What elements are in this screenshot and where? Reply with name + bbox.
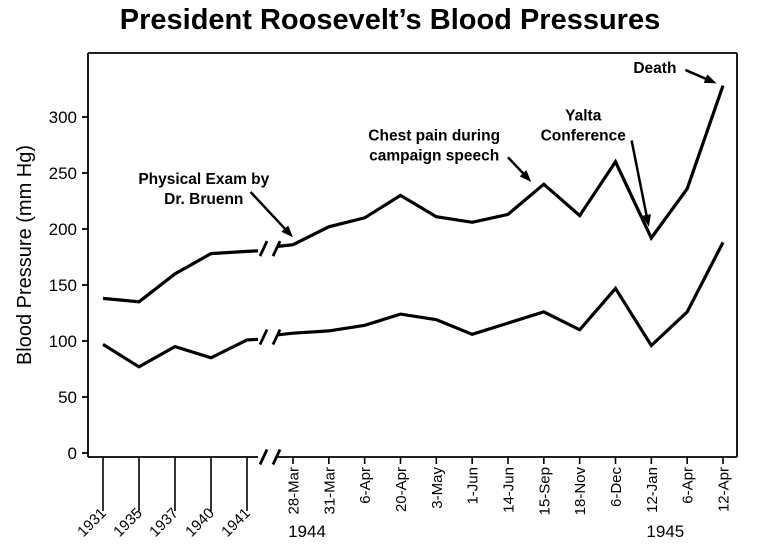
chart-title: President Roosevelt’s Blood Pressures	[120, 4, 660, 36]
annotation-text: campaign speech	[369, 148, 499, 165]
annotation-arrowhead	[281, 225, 293, 238]
annotation-arrow-line	[630, 140, 649, 219]
y-axis-title: Blood Pressure (mm Hg)	[14, 145, 36, 365]
x-tick-label: 6-Apr	[680, 467, 697, 504]
annotation-text: Death	[633, 60, 676, 77]
annotation-arrowhead	[703, 74, 717, 84]
line-break-mark	[271, 328, 282, 346]
x-axis-ticks: 1931 1935 1937 1940 1941 28-Mar 31-Mar 6-Apr 20-…	[74, 457, 732, 540]
x-axis-break-mark	[271, 448, 282, 466]
y-tick-label: 150	[49, 276, 77, 295]
x-tick-label: 1940	[182, 505, 218, 541]
x-tick-label: 12-Apr	[715, 467, 732, 512]
x-tick-label: 6-Apr	[357, 467, 374, 504]
annotation-text: Dr. Bruenn	[164, 191, 243, 208]
x-tick-label: 1-Jun	[465, 467, 482, 505]
x-tick-label: 1931	[74, 505, 110, 541]
x-tick-label: 15-Sep	[536, 467, 553, 515]
axis-break-marks	[258, 240, 282, 466]
data-line-diastolic	[102, 337, 259, 369]
annotation-arrowhead	[519, 170, 532, 182]
x-tick-label: 12-Jan	[644, 467, 661, 513]
x-group-label-1945: 1945	[646, 522, 684, 541]
data-line-systolic	[102, 249, 259, 304]
x-tick-label: 31-Mar	[321, 467, 338, 515]
annotation-arrow-line	[507, 156, 527, 177]
x-tick-label: 1937	[146, 505, 182, 541]
annotation-text: Yalta	[565, 107, 602, 124]
annotation-arrow-line	[684, 68, 709, 81]
y-tick-label: 200	[49, 220, 77, 239]
x-tick-label: 14-Jun	[500, 467, 517, 513]
x-tick-label: 1935	[110, 505, 146, 541]
x-tick-label: 28-Mar	[286, 467, 303, 515]
data-lines	[102, 85, 725, 369]
line-break-mark	[258, 328, 269, 346]
x-group-label-1944: 1944	[288, 522, 326, 541]
x-tick-label: 20-Apr	[393, 467, 410, 512]
annotation-arrowhead	[641, 214, 651, 227]
x-tick-label: 3-May	[429, 467, 446, 509]
data-line-diastolic	[277, 241, 725, 348]
annotation-text: Physical Exam by	[138, 171, 269, 188]
x-tick-label: 6-Dec	[608, 467, 625, 508]
line-break-mark	[258, 240, 269, 257]
y-tick-label: 300	[49, 108, 77, 127]
data-line-systolic	[277, 85, 725, 248]
plot-border	[87, 52, 738, 458]
annotation-text: Conference	[541, 127, 627, 144]
x-tick-label: 1941	[218, 505, 254, 541]
annotation-arrow-line	[249, 191, 288, 232]
y-tick-label: 0	[68, 444, 77, 463]
annotation-text: Chest pain during	[368, 128, 500, 145]
y-tick-label: 100	[49, 332, 77, 351]
annotations: Physical Exam by Dr. Bruenn Chest pain dur…	[138, 60, 717, 238]
y-axis-ticks: 0 50 100 150 200 250 300	[49, 108, 88, 463]
y-tick-label: 50	[58, 388, 77, 407]
x-axis-break-mark	[258, 448, 269, 466]
x-tick-label: 18-Nov	[572, 467, 589, 516]
line-break-mark	[271, 240, 282, 257]
y-tick-label: 250	[49, 164, 77, 183]
